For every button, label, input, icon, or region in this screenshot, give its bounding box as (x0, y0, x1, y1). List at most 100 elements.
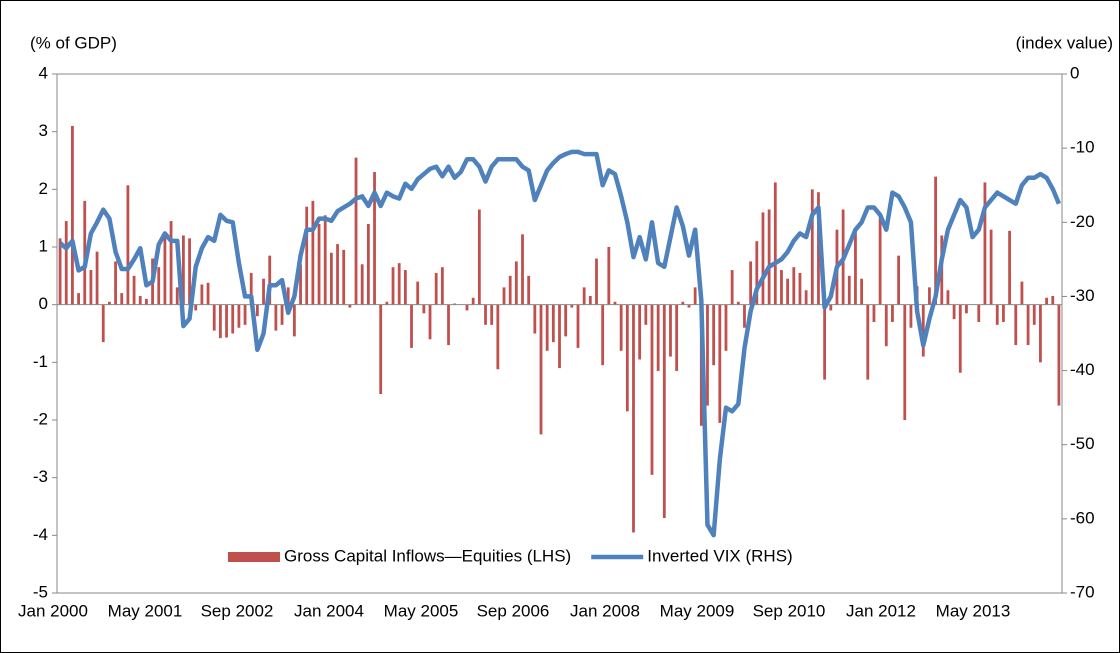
bar (249, 272, 253, 305)
bar (693, 287, 697, 305)
bar (132, 275, 136, 305)
bar (706, 304, 709, 406)
bar (416, 281, 420, 305)
bar (268, 255, 272, 305)
bar (305, 206, 309, 305)
bar (872, 304, 876, 322)
bar (126, 185, 130, 305)
bar (804, 290, 808, 305)
bar (607, 247, 611, 305)
bar (780, 270, 783, 305)
bar (638, 304, 642, 360)
y-tick-label: 2 (39, 179, 48, 198)
bar (292, 304, 296, 337)
bar (514, 261, 518, 305)
bar (909, 304, 913, 328)
y-tick-label: -5 (33, 582, 48, 601)
bar (465, 304, 469, 311)
bar (761, 212, 765, 305)
bar (83, 200, 87, 305)
y2-tick-label: 0 (1070, 63, 1079, 82)
bar (71, 125, 74, 305)
bar (897, 255, 901, 305)
y-tick-label: 0 (39, 294, 48, 313)
bar (866, 304, 870, 380)
y2-axis-label: (index value) (1016, 33, 1113, 52)
legend-label: Inverted VIX (RHS) (647, 546, 793, 565)
y-tick-label: 1 (39, 236, 48, 255)
bar (965, 304, 968, 314)
y2-tick-label: -50 (1070, 434, 1095, 453)
bar (502, 287, 506, 305)
bar (675, 304, 679, 371)
bar (157, 267, 161, 305)
bar (403, 270, 407, 305)
bar (527, 275, 531, 305)
bar (391, 267, 395, 305)
y2-tick-label: -70 (1070, 582, 1095, 601)
bar (576, 304, 580, 348)
bar (342, 249, 346, 305)
bar (379, 304, 383, 395)
bar (632, 304, 635, 533)
bar (952, 304, 956, 320)
bar (718, 304, 722, 423)
bar (440, 267, 444, 305)
x-tick-label: Jan 2008 (570, 601, 640, 620)
bar (539, 304, 543, 435)
bar (231, 304, 235, 334)
bar (212, 304, 216, 331)
bar (354, 157, 358, 305)
bar (206, 282, 210, 305)
bar (817, 192, 820, 305)
bar (422, 304, 426, 314)
bar (373, 172, 376, 305)
bar (58, 238, 62, 305)
bar (194, 304, 198, 311)
bar (1020, 281, 1024, 305)
bar (995, 304, 999, 325)
bar (1002, 304, 1005, 322)
bar (255, 304, 259, 317)
bar (1045, 297, 1048, 305)
bar (792, 267, 796, 305)
bar (348, 304, 352, 308)
legend-swatch (228, 552, 280, 562)
bar (798, 272, 802, 305)
bar (490, 304, 494, 325)
bar (743, 304, 746, 328)
bar (983, 182, 987, 305)
bar (1008, 230, 1011, 305)
x-tick-label: May 2005 (384, 601, 459, 620)
x-tick-label: Jan 2004 (294, 601, 364, 620)
bar (625, 304, 629, 412)
bar (181, 235, 185, 305)
bar (810, 189, 814, 305)
bar (878, 218, 882, 305)
bar (545, 304, 549, 351)
y2-tick-label: -40 (1070, 360, 1095, 379)
bar (749, 261, 753, 305)
y2-tick-label: -30 (1070, 286, 1095, 305)
y-axis-label: (% of GDP) (30, 33, 117, 52)
bar (903, 304, 907, 420)
bar (564, 304, 568, 337)
bar (101, 304, 105, 343)
bar (891, 304, 894, 322)
bar (311, 200, 315, 305)
bar (989, 229, 993, 305)
y-tick-label: -3 (33, 467, 48, 486)
bar (108, 301, 111, 305)
bar (860, 278, 864, 305)
bar (77, 293, 80, 305)
bar (946, 290, 950, 305)
bar (477, 209, 481, 305)
bar (163, 232, 167, 305)
bar (854, 232, 857, 305)
bar (644, 304, 648, 325)
y2-tick-label: -10 (1070, 138, 1095, 157)
bar (286, 287, 290, 305)
bar (410, 304, 413, 348)
bar (521, 234, 524, 305)
bar (736, 301, 740, 305)
